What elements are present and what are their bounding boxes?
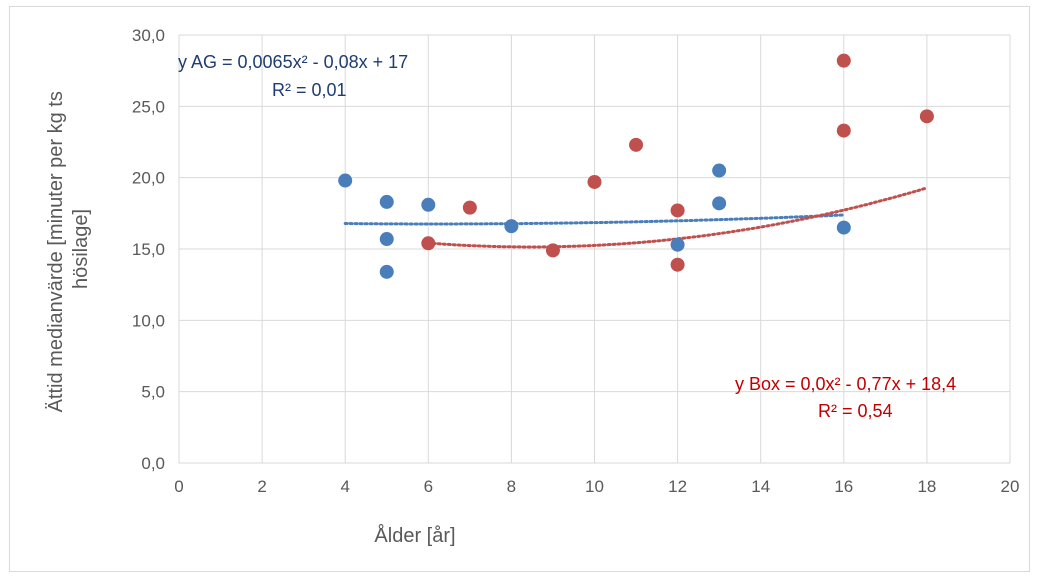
x-axis-title: Ålder [år] (374, 524, 455, 547)
y-tick-label: 5,0 (141, 383, 165, 402)
x-tick-label: 14 (751, 477, 770, 496)
x-tick-label: 0 (174, 477, 183, 496)
y-tick-label: 20,0 (132, 169, 165, 188)
data-point-ag (338, 173, 353, 188)
data-point-box (421, 236, 436, 251)
equation-ag-formula: y AG = 0,0065x² - 0,08x + 17 (178, 52, 408, 72)
data-point-box (545, 243, 560, 258)
data-point-ag (379, 194, 394, 209)
x-tick-label: 12 (668, 477, 687, 496)
equation-box: y Box = 0,0x² - 0,77x + 18,4 R² = 0,54 (735, 374, 956, 421)
data-point-ag (836, 220, 851, 235)
y-axis-title: Ättid medianvärde [minuter per kg ts hös… (45, 86, 92, 413)
equation-box-r2: R² = 0,54 (818, 401, 893, 421)
y-tick-label: 25,0 (132, 97, 165, 116)
data-point-box (587, 174, 602, 189)
x-tick-label: 16 (834, 477, 853, 496)
data-point-box (836, 123, 851, 138)
chart-frame: 0 2 4 6 8 10 12 14 16 18 20 0,0 5,0 10,0 15,0 20,0 25,0… (9, 6, 1030, 572)
data-point-box (919, 109, 934, 124)
y-axis-title-line-2: hösilage] (70, 209, 92, 289)
equation-box-formula: y Box = 0,0x² - 0,77x + 18,4 (735, 374, 956, 394)
data-point-ag (670, 237, 685, 252)
data-point-ag (379, 232, 394, 247)
y-tick-labels: 0,0 5,0 10,0 15,0 20,0 25,0 30,0 (132, 26, 165, 473)
data-points (338, 53, 934, 279)
data-point-ag (379, 264, 394, 279)
data-point-box (670, 203, 685, 218)
data-point-box (670, 257, 685, 272)
data-point-box (462, 200, 477, 215)
y-tick-label: 0,0 (141, 454, 165, 473)
y-tick-label: 30,0 (132, 26, 165, 45)
x-tick-label: 2 (257, 477, 266, 496)
x-tick-labels: 0 2 4 6 8 10 12 14 16 18 20 (174, 477, 1019, 496)
trendline-ag (343, 213, 846, 226)
data-point-box (629, 137, 644, 152)
y-tick-label: 10,0 (132, 311, 165, 330)
y-tick-label: 15,0 (132, 240, 165, 259)
equation-ag-r2: R² = 0,01 (272, 80, 347, 100)
x-tick-label: 10 (585, 477, 604, 496)
data-point-box (836, 53, 851, 68)
data-point-ag (504, 219, 519, 234)
data-point-ag (712, 196, 727, 211)
x-tick-label: 20 (1001, 477, 1020, 496)
x-tick-label: 18 (917, 477, 936, 496)
y-axis-title-line-1: Ättid medianvärde [minuter per kg ts (45, 91, 67, 412)
x-tick-label: 4 (340, 477, 349, 496)
x-tick-label: 6 (424, 477, 433, 496)
data-point-ag (712, 163, 727, 178)
x-tick-label: 8 (507, 477, 516, 496)
equation-ag: y AG = 0,0065x² - 0,08x + 17 R² = 0,01 (178, 52, 408, 100)
grid-lines (178, 34, 1011, 464)
scatter-chart: 0 2 4 6 8 10 12 14 16 18 20 0,0 5,0 10,0 15,0 20,0 25,0… (45, 26, 1019, 547)
data-point-ag (421, 197, 436, 212)
